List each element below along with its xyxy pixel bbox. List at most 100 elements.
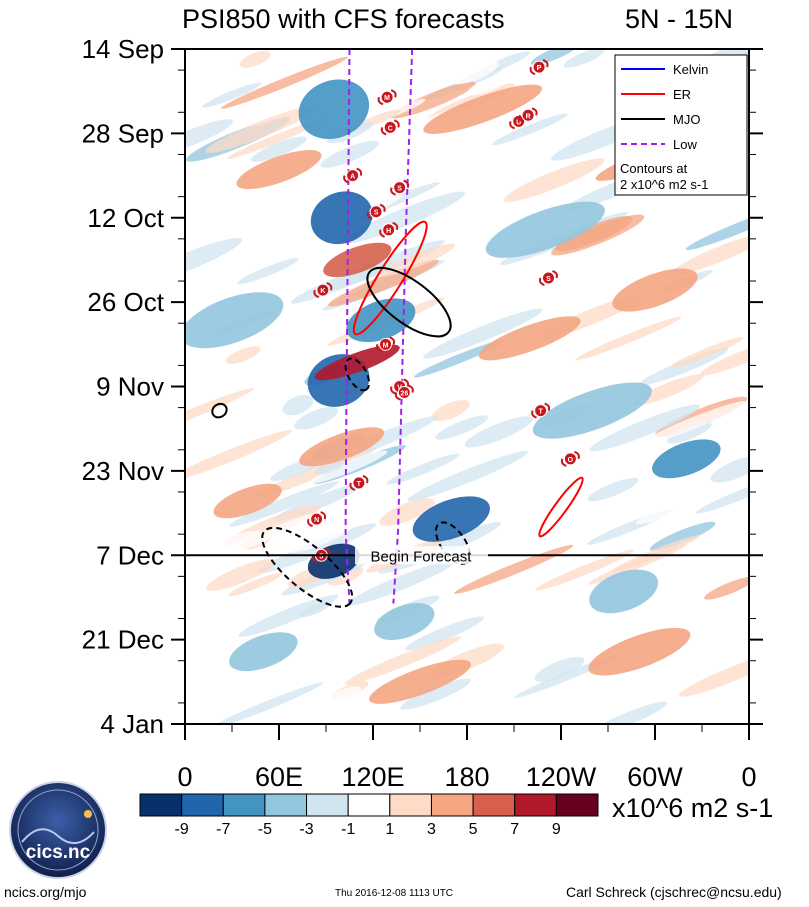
field-anomaly xyxy=(236,150,322,190)
field-streak xyxy=(229,481,339,527)
storm-marker-label: C xyxy=(388,125,393,132)
field-streak xyxy=(634,308,735,351)
colorbar-swatch xyxy=(389,793,432,817)
storm-marker xyxy=(316,283,330,297)
chart-title: PSI850 with CFS forecasts xyxy=(182,4,505,34)
storm-marker-swirl xyxy=(307,511,327,528)
field-streak xyxy=(400,678,471,710)
field-streak xyxy=(699,338,749,376)
field-streak xyxy=(332,470,438,516)
field-streak xyxy=(467,73,512,96)
field-anomaly xyxy=(298,79,370,140)
colorbar-swatch xyxy=(139,793,183,817)
field-streak xyxy=(187,60,285,102)
storm-marker-label: U xyxy=(516,119,521,126)
field-streak xyxy=(635,480,740,525)
storm-marker-label: K xyxy=(320,288,325,295)
field-streak xyxy=(225,346,261,365)
field-streak xyxy=(314,459,346,475)
er-contour xyxy=(352,220,428,336)
field-streak xyxy=(380,243,456,277)
legend-label: Kelvin xyxy=(673,62,708,77)
field-streak xyxy=(464,416,533,448)
storm-marker-label: M xyxy=(383,342,389,349)
storm-marker xyxy=(352,476,366,490)
field-anomaly xyxy=(532,382,652,439)
field-streak xyxy=(423,308,543,359)
footer-author[interactable]: Carl Schreck (cjschrec@ncsu.edu) xyxy=(566,884,782,900)
cicsnc-logo: cics.nc xyxy=(8,780,108,880)
field-streak xyxy=(309,450,388,484)
storm-marker-swirl xyxy=(390,378,410,395)
field-anomaly xyxy=(612,268,698,312)
storm-marker xyxy=(563,452,577,466)
colorbar-swatch xyxy=(555,793,599,817)
colorbar-label: -9 xyxy=(175,821,189,838)
field-streak xyxy=(649,521,716,551)
storm-marker-label: M xyxy=(384,95,390,102)
field-streak xyxy=(185,554,238,579)
storm-marker-swirl xyxy=(394,384,414,401)
y-tick-label: 9 Nov xyxy=(96,372,164,402)
field-anomaly xyxy=(299,427,385,467)
field-streak xyxy=(295,307,358,334)
field-streak xyxy=(346,559,456,606)
field-anomaly xyxy=(314,344,400,381)
field-streak xyxy=(405,616,484,651)
legend-label: ER xyxy=(673,87,691,102)
storm-marker xyxy=(379,337,393,351)
field-streak xyxy=(695,473,749,514)
field-anomaly xyxy=(374,603,435,641)
colorbar-label: 5 xyxy=(469,821,478,838)
field-streak xyxy=(670,337,743,368)
storm-marker-label: R xyxy=(526,113,531,120)
y-tick-label: 4 Jan xyxy=(100,709,164,739)
field-anomaly xyxy=(588,627,691,676)
storm-marker-swirl xyxy=(366,203,386,220)
mjo-contour xyxy=(211,402,228,419)
storm-marker xyxy=(383,120,397,134)
field-streak xyxy=(315,686,362,709)
field-streak xyxy=(414,339,506,378)
storm-marker xyxy=(541,271,555,285)
x-tick-label: 0 xyxy=(177,762,192,792)
field-streak xyxy=(398,299,523,352)
field-streak xyxy=(238,594,339,637)
footer-url[interactable]: ncics.org/mjo xyxy=(4,884,87,900)
mjo-contour xyxy=(366,266,452,338)
field-streak xyxy=(250,136,307,162)
field-streak xyxy=(685,205,749,251)
footer-timestamp: Thu 2016-12-08 1113 UTC xyxy=(335,888,454,899)
colorbar-label: -3 xyxy=(299,821,313,838)
field-streak xyxy=(379,498,435,526)
y-tick-label: 21 Dec xyxy=(82,625,164,655)
y-tick-label: 12 Oct xyxy=(87,203,164,233)
field-anomaly xyxy=(229,632,298,672)
field-streak xyxy=(245,99,307,127)
colorbar-swatch xyxy=(472,793,516,817)
storm-marker xyxy=(521,108,535,122)
field-streak xyxy=(535,549,634,591)
field-streak xyxy=(666,421,712,444)
colorbar-label: 9 xyxy=(552,821,561,838)
field-streak xyxy=(587,543,687,585)
field-streak xyxy=(185,388,254,435)
field-streak xyxy=(228,572,283,597)
colorbar-label: -7 xyxy=(216,821,230,838)
storm-marker-swirl xyxy=(538,270,558,286)
field-streak xyxy=(391,81,476,119)
storm-marker-label: P xyxy=(537,65,542,72)
storm-marker-swirl xyxy=(376,336,396,353)
field-streak xyxy=(320,140,379,168)
storm-marker-label: S xyxy=(546,276,551,283)
low-track-line xyxy=(344,49,351,604)
storm-marker-swirl xyxy=(560,450,580,467)
field-streak xyxy=(534,656,585,682)
colorbar-label: -5 xyxy=(258,821,272,838)
colorbar-swatch xyxy=(264,793,308,817)
field-streak xyxy=(327,259,439,307)
storm-marker-swirl xyxy=(390,179,410,196)
colorbar-swatch xyxy=(181,793,224,817)
wave-contours xyxy=(211,49,584,608)
field-streak xyxy=(206,559,276,591)
